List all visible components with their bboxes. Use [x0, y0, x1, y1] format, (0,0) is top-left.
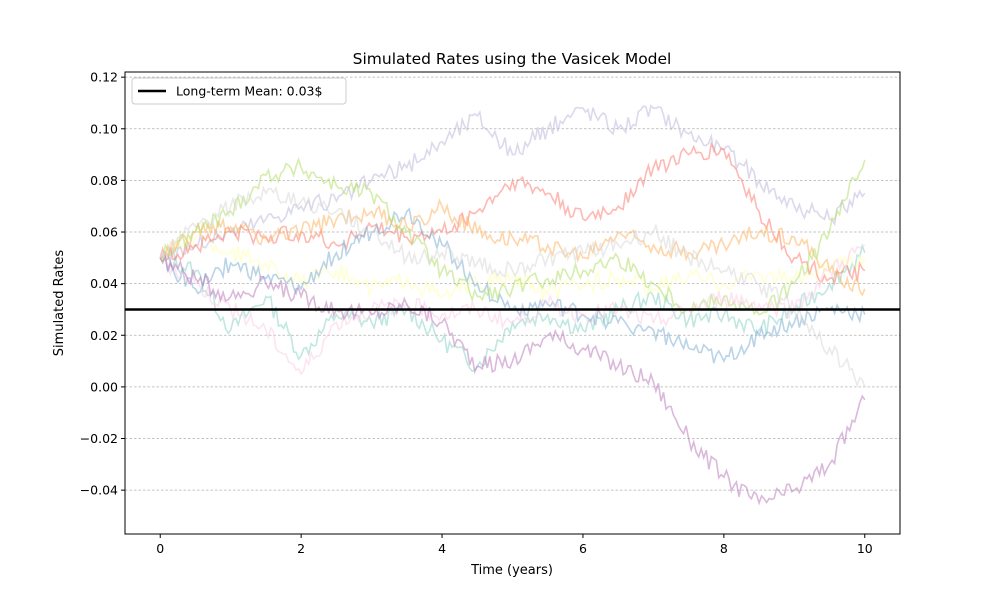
legend: Long-term Mean: 0.03$ — [131, 77, 347, 105]
x-axis: 0 2 4 6 8 10 — [156, 534, 873, 556]
y-tick-label: 0.00 — [90, 379, 118, 394]
series-line — [159, 254, 866, 506]
y-tick-label: −0.04 — [80, 483, 118, 498]
y-tick-label: 0.12 — [90, 70, 118, 85]
y-tick-label: 0.04 — [90, 276, 118, 291]
x-tick-label: 6 — [579, 541, 587, 556]
x-tick-label: 10 — [857, 541, 873, 556]
legend-entry-long-term-mean: Long-term Mean: 0.03$ — [176, 84, 322, 99]
plot-frame — [124, 71, 901, 535]
series-line — [159, 185, 866, 388]
x-tick-label: 0 — [156, 541, 164, 556]
y-axis: −0.04 −0.02 0.00 0.02 0.04 0.06 0.08 0.10 0.12 — [80, 70, 125, 498]
chart-title: Simulated Rates using the Vasicek Model — [353, 50, 672, 68]
x-tick-label: 4 — [438, 541, 446, 556]
y-axis-title: Simulated Rates — [52, 250, 67, 357]
series-line — [159, 244, 866, 376]
y-tick-label: 0.06 — [90, 225, 118, 240]
y-tick-label: −0.02 — [80, 431, 118, 446]
series-line — [159, 141, 866, 286]
series-line — [159, 232, 866, 301]
x-tick-label: 8 — [720, 541, 728, 556]
series-line — [159, 104, 866, 265]
y-tick-label: 0.10 — [90, 121, 118, 136]
y-tick-label: 0.02 — [90, 328, 118, 343]
plot-area — [125, 104, 900, 506]
y-tick-label: 0.08 — [90, 173, 118, 188]
x-tick-label: 2 — [297, 541, 305, 556]
series-line — [160, 197, 866, 297]
x-axis-title: Time (years) — [470, 563, 553, 578]
legend-box — [131, 77, 347, 105]
